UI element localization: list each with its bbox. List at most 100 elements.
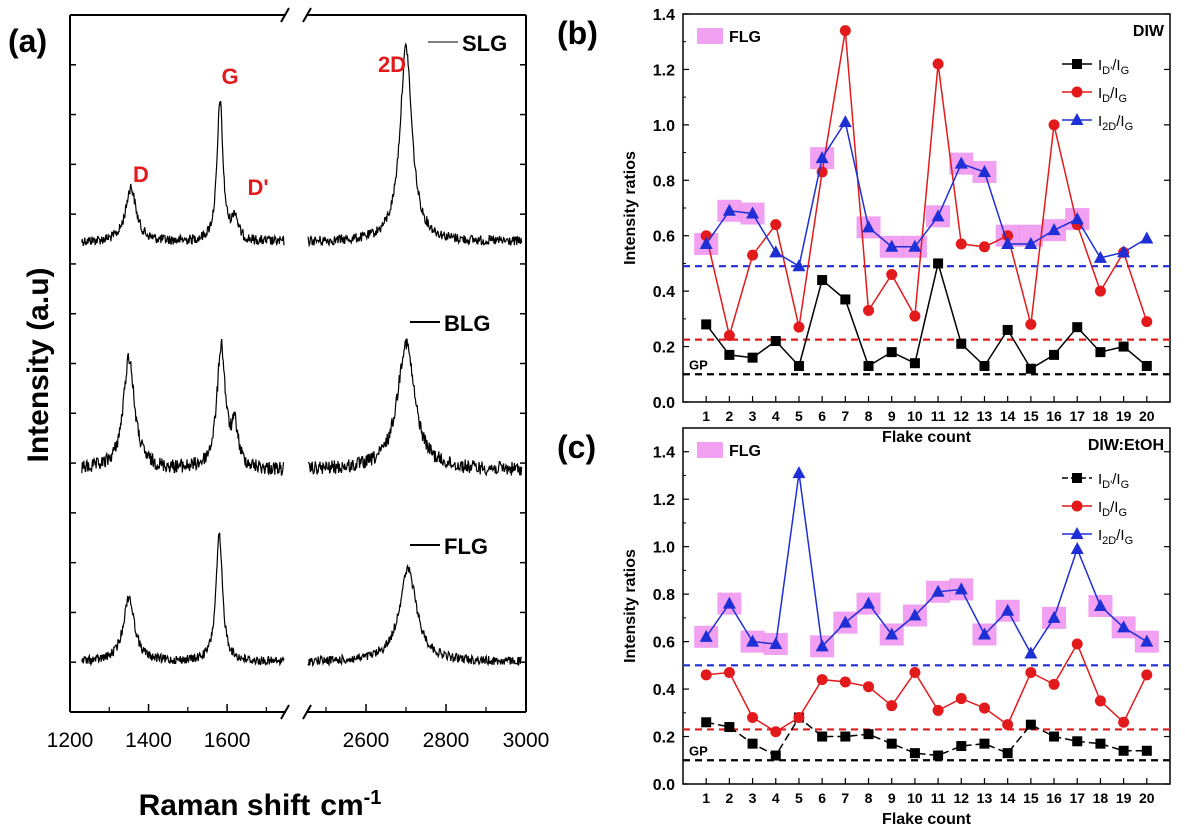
x-tick-label: 2: [725, 408, 733, 424]
y-tick-label: 0.4: [653, 682, 675, 699]
marker-triangle: [699, 629, 713, 642]
x-axis-unit-exp: -1: [364, 787, 382, 809]
legend-label-mid: /I: [1116, 527, 1124, 544]
panel-a: 1200 1400 1600 2600 2800 3000 Raman shift cm-1 I…: [8, 7, 549, 822]
legend-label-sub: G: [1118, 93, 1127, 105]
legend-label-mid: /I: [1112, 57, 1120, 74]
x-tick-label: 2: [725, 790, 733, 806]
marker-circle: [1141, 316, 1153, 328]
marker-square: [979, 738, 990, 749]
y-tick-label: 1.2: [653, 492, 675, 509]
legend-label-sub: 2D: [1102, 535, 1116, 547]
x-tick-label: 8: [865, 790, 873, 806]
marker-circle: [816, 674, 828, 686]
legend-label-mid: /I: [1112, 471, 1120, 488]
marker-square: [1118, 745, 1129, 756]
marker-triangle: [722, 203, 736, 216]
marker-triangle: [1093, 250, 1107, 263]
x-tick-label: 4: [772, 408, 780, 424]
series-line: [705, 472, 1148, 655]
legend-label-sub: G: [1125, 121, 1134, 133]
x-tick-label: 13: [977, 408, 993, 424]
x-tick-label: 10: [907, 408, 923, 424]
y-axis-title: Intensity ratios: [622, 151, 639, 265]
peak-label: D: [133, 162, 149, 187]
marker-square: [979, 360, 990, 371]
marker-triangle: [769, 245, 783, 258]
marker-triangle: [862, 596, 876, 609]
spectrum-flg-right: [307, 563, 522, 668]
y-tick-label: 1.0: [653, 118, 675, 135]
x-axis-title: Flake count: [882, 429, 972, 446]
x-tick-label: 7: [841, 790, 849, 806]
spectrum-blg-left: [81, 338, 285, 476]
marker-circle: [1048, 119, 1060, 131]
marker-circle: [747, 249, 759, 261]
legend-label: ID/IG: [1098, 499, 1127, 519]
marker-triangle: [1140, 634, 1154, 647]
marker-triangle: [1070, 542, 1084, 555]
panel-label-c: (c): [557, 429, 596, 465]
legend-label: ID'/IG: [1098, 471, 1129, 491]
x-tick-label: 10: [907, 790, 923, 806]
marker-circle: [886, 269, 898, 281]
legend-marker-circle: [1071, 500, 1083, 512]
x-tick-label: 3: [749, 790, 757, 806]
series-line: [706, 642, 1148, 733]
marker-square: [817, 731, 828, 742]
marker-square: [886, 738, 897, 749]
x-tick-label: 7: [841, 408, 849, 424]
marker-triangle: [977, 627, 991, 640]
x-tick-label: 16: [1046, 790, 1062, 806]
marker-square: [956, 741, 967, 752]
x-tick-label: 16: [1046, 408, 1062, 424]
y-tick-label: 0.2: [653, 340, 675, 357]
x-axis-title-text: Raman shift: [139, 789, 311, 822]
marker-triangle: [815, 639, 829, 652]
marker-square: [1072, 736, 1083, 747]
marker-square: [701, 717, 712, 728]
x-tick-label: 1400: [125, 729, 172, 752]
y-tick-label: 1.4: [653, 7, 675, 24]
legend-label-flg: FLG: [444, 534, 488, 559]
x-axis-unit: cm: [320, 789, 363, 822]
marker-square: [770, 336, 781, 347]
marker-triangle: [838, 615, 852, 628]
marker-triangle: [885, 627, 899, 640]
marker-square: [840, 294, 851, 305]
y-tick-label: 0.4: [653, 284, 675, 301]
series-line: [705, 30, 1148, 339]
marker-triangle: [1093, 599, 1107, 611]
marker-square: [909, 358, 920, 369]
marker-triangle: [769, 636, 783, 649]
y-tick-label: 0.0: [653, 395, 675, 412]
series-line: [706, 716, 1147, 757]
marker-square: [724, 722, 735, 733]
axis-break-mark: [302, 7, 312, 23]
legend-label-base: I: [1098, 57, 1102, 74]
legend-label-sub: G: [1121, 65, 1130, 77]
x-tick-label: 8: [865, 408, 873, 424]
y-axis-title: Intensity (a.u): [22, 267, 55, 462]
marker-square: [863, 360, 874, 371]
x-tick-label: 1: [702, 408, 710, 424]
marker-triangle: [908, 608, 922, 621]
axis-break-mark: [280, 704, 290, 720]
legend-marker-triangle: [1070, 113, 1084, 125]
marker-square: [1025, 719, 1036, 730]
panel-label-a: (a): [8, 23, 47, 59]
marker-triangle: [722, 596, 736, 609]
marker-circle: [1071, 638, 1083, 650]
x-axis-title: Flake count: [882, 811, 972, 828]
marker-triangle: [746, 634, 760, 647]
marker-square: [1025, 363, 1036, 374]
peak-label: G: [221, 64, 238, 89]
marker-circle: [1025, 666, 1037, 678]
legend-label-mid: /I: [1116, 113, 1124, 130]
marker-circle: [700, 230, 712, 242]
marker-triangle: [699, 237, 713, 250]
panel-b: 0.00.20.40.60.81.01.21.41 2 3 4 5 6 7 8 9 10 11 12 1…: [557, 7, 1171, 446]
flg-legend-swatch: [697, 442, 723, 458]
marker-triangle: [1140, 231, 1154, 244]
marker-circle: [747, 712, 759, 724]
